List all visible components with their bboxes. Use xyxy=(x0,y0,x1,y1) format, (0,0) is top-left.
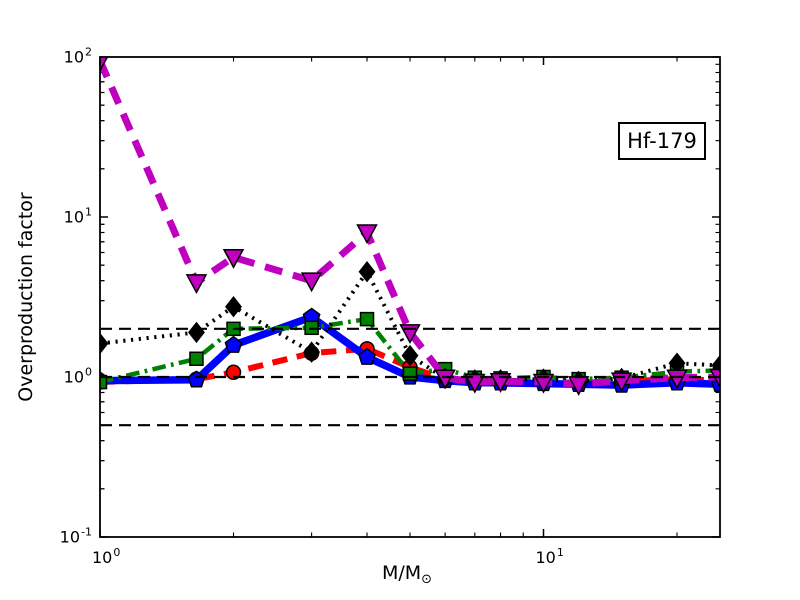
sun-symbol: ⊙ xyxy=(421,572,433,587)
y-axis-label: Overproduction factor xyxy=(15,192,37,402)
magenta-thick-dashed-triangles-marker xyxy=(222,249,245,269)
green-dashdot-squares-marker xyxy=(100,374,108,390)
black-dotted-diamonds-marker xyxy=(401,344,419,367)
series-layer xyxy=(100,57,720,396)
x-axis-label: M/M⊙ xyxy=(307,562,507,588)
magenta-thick-dashed-triangles-marker xyxy=(464,373,486,394)
red-thick-dashed-circles-marker xyxy=(225,364,242,381)
magenta-thick-dashed-triangles-marker xyxy=(185,274,208,295)
isotope-annotation-text: Hf-179 xyxy=(627,129,697,153)
series-magenta-thick-dashed-triangles xyxy=(100,57,720,396)
black-dotted-diamonds-marker xyxy=(303,341,321,363)
black-dotted-diamonds-marker xyxy=(188,321,205,344)
blue-thick-solid-pentagons-marker xyxy=(224,335,243,353)
magenta-thick-dashed-triangles-marker xyxy=(356,224,378,245)
black-dotted-diamonds-marker xyxy=(358,261,376,283)
blue-thick-solid-pentagons-marker xyxy=(358,347,376,365)
x-tick-label: 101 xyxy=(536,546,564,567)
y-tick-label: 101 xyxy=(64,206,92,227)
green-dashdot-squares-marker xyxy=(402,366,418,381)
green-dashdot-squares-marker xyxy=(359,311,375,327)
y-tick-label: 100 xyxy=(64,366,92,387)
isotope-annotation-box: Hf-179 xyxy=(618,122,706,160)
magenta-thick-dashed-triangles-marker xyxy=(709,368,720,389)
black-dotted-diamonds-marker xyxy=(100,332,109,355)
magenta-thick-dashed-triangles-marker xyxy=(300,272,323,293)
y-tick-label: 102 xyxy=(64,46,92,67)
reference-lines xyxy=(100,327,720,427)
magenta-thick-dashed-triangles-marker xyxy=(532,373,555,394)
black-dotted-diamonds-marker xyxy=(225,295,242,318)
x-tick-label: 100 xyxy=(92,546,120,567)
magenta-thick-dashed-triangles-line xyxy=(100,59,720,388)
magenta-thick-dashed-triangles-marker xyxy=(489,373,512,393)
magenta-thick-dashed-triangles-marker xyxy=(100,57,109,73)
magenta-thick-dashed-triangles-marker xyxy=(666,369,688,390)
magenta-thick-dashed-triangles-marker xyxy=(434,369,456,390)
black-dotted-diamonds-line xyxy=(100,269,720,384)
x-axis-label-main: M/M xyxy=(381,562,422,584)
green-dashdot-squares-marker xyxy=(189,351,204,367)
y-tick-label: 10-1 xyxy=(60,526,92,547)
plot-border xyxy=(99,56,721,538)
